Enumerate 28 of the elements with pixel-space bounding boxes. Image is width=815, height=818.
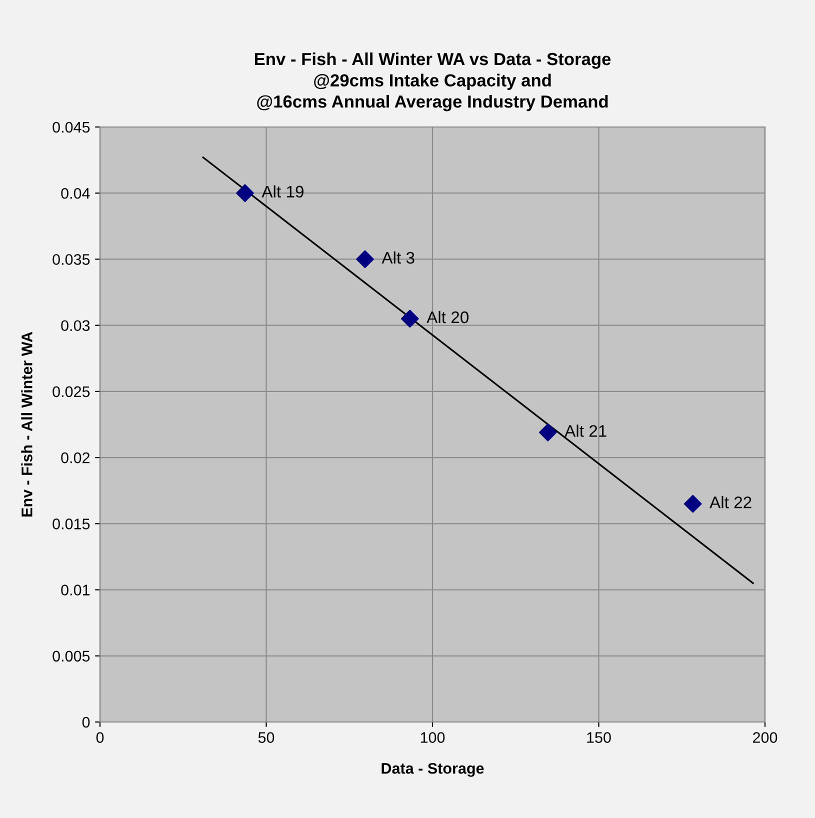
y-tick-label: 0.045 [52, 122, 90, 133]
x-tick-label: 200 [753, 732, 778, 743]
point [236, 184, 254, 202]
chart-title: Env - Fish - All Winter WA vs Data - Storage @29cms Intake Capacity and @16cms Annual Average Industry Demand [254, 52, 611, 112]
data-label: Alt 21 [564, 424, 606, 437]
y-tick-label: 0.035 [52, 254, 90, 265]
y-tick-label: 0.005 [52, 650, 90, 662]
point [684, 494, 702, 513]
y-tick-label: 0.02 [61, 452, 90, 464]
point [538, 424, 557, 442]
y-axis-title: Env - Fish - All Winter WA [21, 332, 32, 516]
data-label: Alt 19 [262, 185, 304, 198]
data-label: Alt 20 [426, 310, 469, 324]
data-label: Alt 3 [382, 251, 414, 264]
y-tick-label: 0.025 [52, 386, 90, 398]
y-tick-label: 0.04 [61, 188, 90, 199]
y-tick-label: 0.015 [52, 518, 90, 530]
x-tick-label: 50 [258, 732, 274, 743]
data-label: Alt 22 [710, 496, 752, 508]
y-tick-label: 0 [82, 716, 90, 728]
y-tick-label: 0.03 [61, 320, 90, 332]
point [356, 250, 374, 268]
y-tick-label: 0.01 [61, 584, 90, 596]
x-tick-label: 100 [420, 732, 445, 743]
x-axis-title: Data - Storage [382, 762, 484, 777]
point [400, 310, 419, 328]
x-tick-label: 0 [96, 732, 104, 743]
x-tick-label: 150 [587, 732, 611, 743]
